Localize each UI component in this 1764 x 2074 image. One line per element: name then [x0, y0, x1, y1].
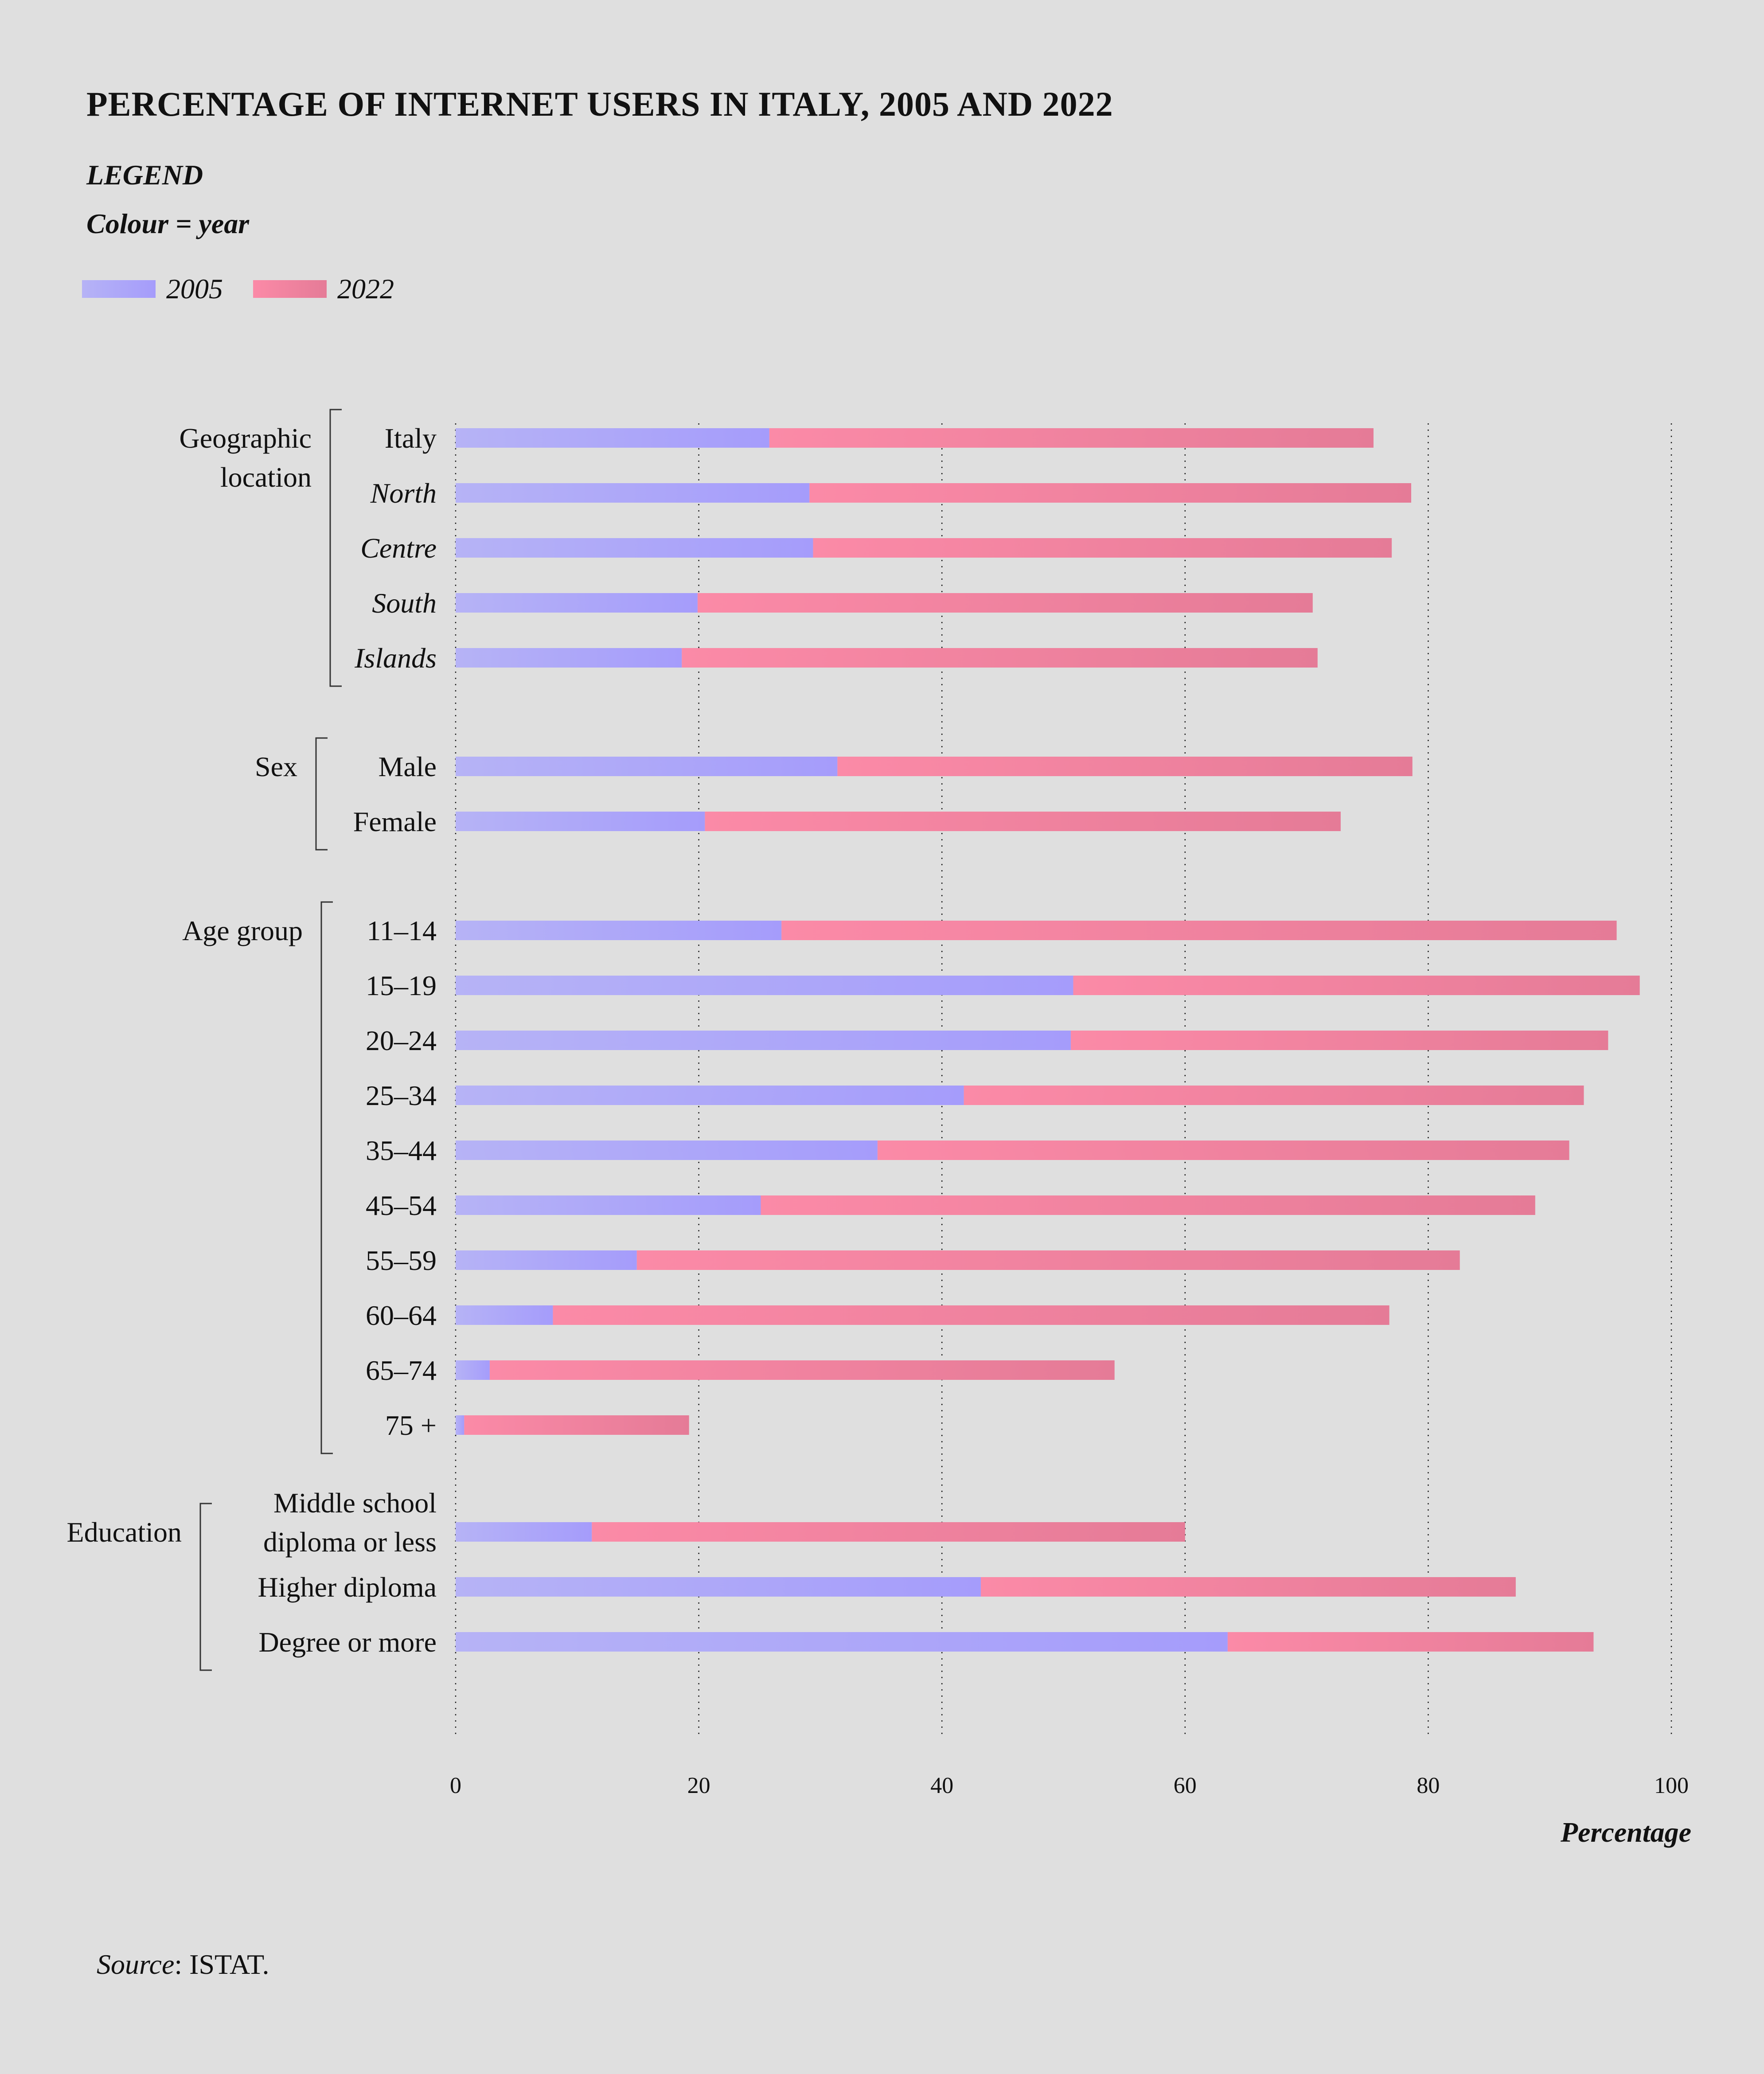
bar-2005 — [456, 812, 705, 831]
source-note: Source: ISTAT. — [97, 1948, 269, 1981]
category-label: 60–64 — [366, 1300, 437, 1331]
bar-2005 — [456, 428, 769, 448]
category-label: 15–19 — [366, 970, 437, 1001]
category-label: Islands — [354, 642, 437, 674]
legend-subheading: Colour = year — [86, 208, 250, 239]
x-tick-label: 40 — [930, 1773, 953, 1798]
bar-2022 — [682, 648, 1318, 668]
x-tick-label: 100 — [1654, 1773, 1689, 1798]
legend-item-2005: 2005 — [82, 273, 223, 305]
bar-2022 — [813, 538, 1392, 558]
bar-2022 — [636, 1250, 1460, 1270]
chart-title: PERCENTAGE OF INTERNET USERS IN ITALY, 2… — [86, 85, 1113, 123]
bar-2022 — [964, 1086, 1584, 1105]
group-bracket — [329, 409, 342, 687]
bar-2022 — [705, 812, 1341, 831]
category-label: Male — [379, 751, 437, 782]
category-label: 11–14 — [367, 915, 437, 946]
category-label: 45–54 — [366, 1190, 437, 1221]
group-label: Education — [67, 1516, 182, 1548]
legend-swatch-2022 — [253, 280, 327, 298]
bar-2022 — [553, 1305, 1389, 1325]
legend-heading: LEGEND — [86, 159, 203, 191]
category-label: Female — [353, 806, 437, 837]
category-label: Middle school — [273, 1487, 437, 1519]
bar-2005 — [456, 1031, 1071, 1050]
category-label: South — [372, 587, 437, 619]
bar-2022 — [697, 593, 1313, 613]
category-label: Higher diploma — [258, 1571, 437, 1603]
bar-2005 — [456, 1195, 761, 1215]
x-tick-label: 60 — [1174, 1773, 1197, 1798]
group-bracket — [199, 1503, 212, 1671]
legend: 2005 2022 — [82, 273, 424, 305]
bar-2022 — [464, 1415, 689, 1435]
category-label: North — [370, 477, 437, 509]
bar-2022 — [761, 1195, 1535, 1215]
bar-2005 — [456, 1415, 464, 1435]
category-label: Degree or more — [258, 1626, 437, 1658]
x-tick-label: 20 — [687, 1773, 710, 1798]
group-label: Geographic — [179, 422, 312, 454]
group-label: location — [220, 461, 312, 493]
source-label: Source — [97, 1949, 175, 1980]
legend-swatch-2005 — [82, 280, 156, 298]
category-label: 65–74 — [366, 1355, 437, 1386]
bar-2022 — [781, 921, 1617, 940]
bars — [456, 428, 1640, 1652]
category-label: Italy — [385, 422, 437, 454]
category-label: Centre — [360, 532, 437, 564]
bar-2005 — [456, 1577, 981, 1597]
legend-label: 2005 — [166, 273, 223, 305]
category-label: 35–44 — [366, 1135, 437, 1166]
bar-2022 — [489, 1360, 1115, 1380]
bar-2022 — [809, 483, 1411, 503]
bar-2005 — [456, 1141, 878, 1160]
bar-2005 — [456, 757, 838, 776]
bar-2022 — [769, 428, 1374, 448]
bar-2022 — [1227, 1632, 1594, 1652]
group-label: Age group — [182, 915, 303, 946]
x-axis-label: Percentage — [1560, 1816, 1691, 1848]
bar-2005 — [456, 1360, 490, 1380]
bar-2005 — [456, 593, 698, 613]
category-label: diploma or less — [263, 1526, 437, 1558]
category-labels: Geographic location Italy North Centre South I… — [67, 409, 437, 1671]
group-bracket — [315, 737, 328, 851]
source-value: : ISTAT. — [174, 1949, 269, 1980]
bar-2005 — [456, 1522, 592, 1542]
bar-2005 — [456, 483, 810, 503]
group-bracket — [320, 901, 333, 1454]
category-label: 75 + — [385, 1410, 437, 1441]
legend-item-2022: 2022 — [253, 273, 394, 305]
bar-2022 — [592, 1522, 1185, 1542]
x-axis: 0 20 40 60 80 100 Percentage — [450, 1773, 1691, 1848]
bar-2022 — [980, 1577, 1516, 1597]
bar-2005 — [456, 538, 813, 558]
bar-2005 — [456, 1632, 1228, 1652]
x-tick-label: 80 — [1417, 1773, 1440, 1798]
bar-2005 — [456, 1250, 637, 1270]
category-label: 25–34 — [366, 1080, 437, 1111]
bar-2005 — [456, 1086, 964, 1105]
bar-2005 — [456, 976, 1073, 995]
category-label: 20–24 — [366, 1025, 437, 1056]
category-label: 55–59 — [366, 1245, 437, 1276]
x-tick-label: 0 — [450, 1773, 461, 1798]
bar-2005 — [456, 921, 782, 940]
bar-2022 — [837, 757, 1413, 776]
bar-2005 — [456, 1305, 553, 1325]
bar-2022 — [1070, 1031, 1608, 1050]
group-label: Sex — [255, 751, 297, 782]
legend-label: 2022 — [337, 273, 394, 305]
bar-2022 — [877, 1141, 1569, 1160]
bar-2022 — [1073, 976, 1640, 995]
bar-2005 — [456, 648, 682, 668]
